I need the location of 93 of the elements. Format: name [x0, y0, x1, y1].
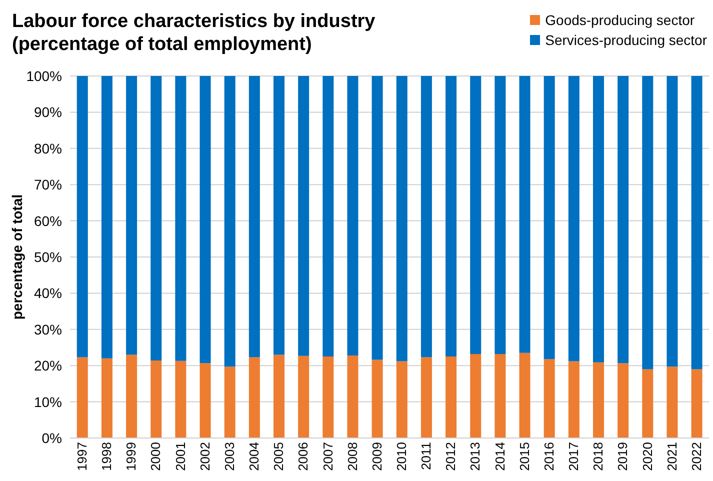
bar: [126, 76, 138, 355]
y-tick-label: 50%: [34, 248, 62, 265]
bar: [372, 360, 383, 438]
bar: [175, 360, 186, 438]
x-tick-label: 2001: [172, 442, 188, 471]
y-tick-label: 60%: [34, 212, 62, 229]
bar: [618, 363, 629, 438]
bar: [224, 76, 236, 367]
bar: [347, 76, 358, 356]
bar: [101, 76, 112, 358]
bar: [322, 76, 334, 357]
bar: [420, 357, 432, 438]
y-tick-label: 70%: [34, 176, 62, 193]
bar: [519, 352, 530, 438]
bar: [372, 76, 383, 360]
bar: [470, 354, 482, 438]
bar: [618, 76, 629, 364]
bar: [396, 76, 408, 362]
bar: [592, 76, 604, 362]
x-tick-label: 2010: [394, 442, 410, 471]
bar: [691, 76, 702, 370]
bar: [347, 355, 358, 438]
y-tick-label: 40%: [34, 285, 62, 302]
bar: [101, 358, 112, 438]
legend-label: Services-producing sector: [545, 32, 707, 48]
x-tick-label: 2019: [615, 442, 630, 471]
x-tick-label: 1998: [99, 442, 114, 471]
bar: [446, 76, 457, 357]
x-tick-label: 2014: [492, 442, 508, 471]
chart-title: Labour force characteristics by industry (percentage of total employment): [12, 10, 376, 56]
bar: [150, 360, 162, 438]
bar: [126, 354, 138, 438]
bar: [519, 76, 530, 353]
bar: [446, 356, 457, 438]
bar: [76, 357, 88, 438]
bar: [568, 76, 580, 362]
x-tick-label: 2004: [246, 442, 262, 471]
x-tick-label: 1999: [124, 442, 139, 471]
x-tick-label: 2007: [320, 442, 336, 471]
x-tick-label: 2006: [296, 442, 311, 471]
x-tick-label: 2000: [148, 442, 164, 471]
y-tick-label: 100%: [26, 68, 62, 84]
bar: [76, 76, 88, 358]
bar: [273, 76, 284, 355]
bar: [666, 76, 678, 367]
bar: [200, 76, 211, 364]
y-tick-label: 80%: [34, 140, 62, 156]
legend-label: Goods-producing sector: [545, 12, 695, 28]
y-tick-label: 20%: [34, 358, 62, 374]
x-tick-label: 2018: [590, 442, 606, 471]
bar: [150, 76, 162, 361]
bar: [544, 359, 555, 438]
bar: [298, 76, 310, 356]
bar: [273, 354, 284, 438]
x-tick-label: 2013: [468, 442, 483, 471]
x-tick-label: 2015: [516, 442, 532, 471]
bar: [175, 76, 186, 361]
bar: [494, 354, 506, 438]
x-tick-label: 1997: [74, 442, 90, 471]
bar: [568, 361, 580, 438]
x-tick-label: 2008: [344, 442, 360, 471]
bar: [470, 76, 482, 354]
y-tick-label: 0%: [42, 430, 62, 446]
y-tick-label: 90%: [34, 104, 62, 120]
x-tick-label: 2003: [222, 442, 237, 471]
x-tick-label: 2005: [271, 442, 286, 471]
bar: [666, 366, 678, 438]
x-tick-label: 2021: [664, 442, 680, 471]
x-tick-label: 2022: [688, 442, 704, 471]
x-tick-label: 2009: [369, 442, 384, 471]
x-tick-label: 2002: [197, 442, 212, 471]
bar: [642, 76, 654, 370]
bar: [200, 363, 211, 438]
bar: [420, 76, 432, 358]
bar: [224, 366, 236, 438]
bar: [248, 357, 260, 438]
x-tick-label: 2017: [566, 442, 582, 471]
bar: [592, 362, 604, 438]
y-tick-label: 30%: [34, 321, 62, 338]
x-tick-label: 2020: [640, 442, 655, 471]
bar: [494, 76, 506, 354]
y-axis-title: percentage of total: [8, 194, 25, 320]
x-tick-label: 2016: [541, 442, 556, 471]
bar: [322, 356, 334, 438]
bar: [248, 76, 260, 358]
bar: [396, 361, 408, 438]
bar: [298, 356, 310, 438]
y-tick-label: 10%: [34, 394, 62, 410]
x-tick-label: 2012: [443, 442, 458, 471]
bar: [642, 369, 654, 438]
x-tick-label: 2011: [418, 442, 434, 470]
bar: [544, 76, 555, 360]
bar: [691, 369, 702, 438]
